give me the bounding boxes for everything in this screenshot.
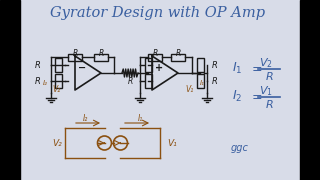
Text: +: +: [155, 63, 163, 73]
Text: $V_2$: $V_2$: [259, 56, 273, 70]
Bar: [171, 53, 185, 60]
Text: R: R: [175, 48, 180, 57]
Text: I₁: I₁: [200, 80, 204, 86]
Bar: [148, 53, 162, 60]
Bar: [68, 53, 82, 60]
Text: $V_1$: $V_1$: [259, 84, 273, 98]
Bar: [196, 58, 204, 72]
Text: $I_2$: $I_2$: [232, 88, 242, 103]
Text: $I_1$: $I_1$: [232, 60, 243, 76]
Text: R: R: [35, 76, 41, 86]
Text: Gyrator Design with OP Amp: Gyrator Design with OP Amp: [51, 6, 266, 20]
Text: $R$: $R$: [265, 70, 274, 82]
Text: $R$: $R$: [265, 98, 274, 110]
Text: $=$: $=$: [249, 89, 263, 102]
Text: −: −: [78, 63, 86, 73]
Bar: [94, 53, 108, 60]
Bar: [300, 0, 320, 180]
Text: R: R: [72, 48, 78, 57]
Text: R: R: [98, 48, 104, 57]
Text: $=$: $=$: [249, 62, 263, 75]
Text: ggc: ggc: [231, 143, 249, 153]
Text: R: R: [127, 76, 132, 86]
Bar: [145, 74, 151, 88]
Text: V₁: V₁: [186, 84, 194, 93]
Text: V₂: V₂: [53, 84, 61, 93]
Text: I₂: I₂: [82, 114, 88, 123]
Text: I₁: I₁: [137, 114, 143, 123]
Bar: [0, 0, 20, 180]
Text: I₂: I₂: [43, 80, 47, 86]
Text: V₂: V₂: [52, 138, 62, 147]
Bar: [54, 58, 61, 72]
Text: R: R: [212, 60, 218, 69]
Text: R: R: [35, 60, 41, 69]
Text: R: R: [152, 48, 158, 57]
Bar: [196, 74, 204, 88]
Text: V₁: V₁: [167, 138, 177, 147]
Text: R: R: [212, 76, 218, 86]
Bar: [145, 58, 151, 72]
Bar: [54, 74, 61, 88]
